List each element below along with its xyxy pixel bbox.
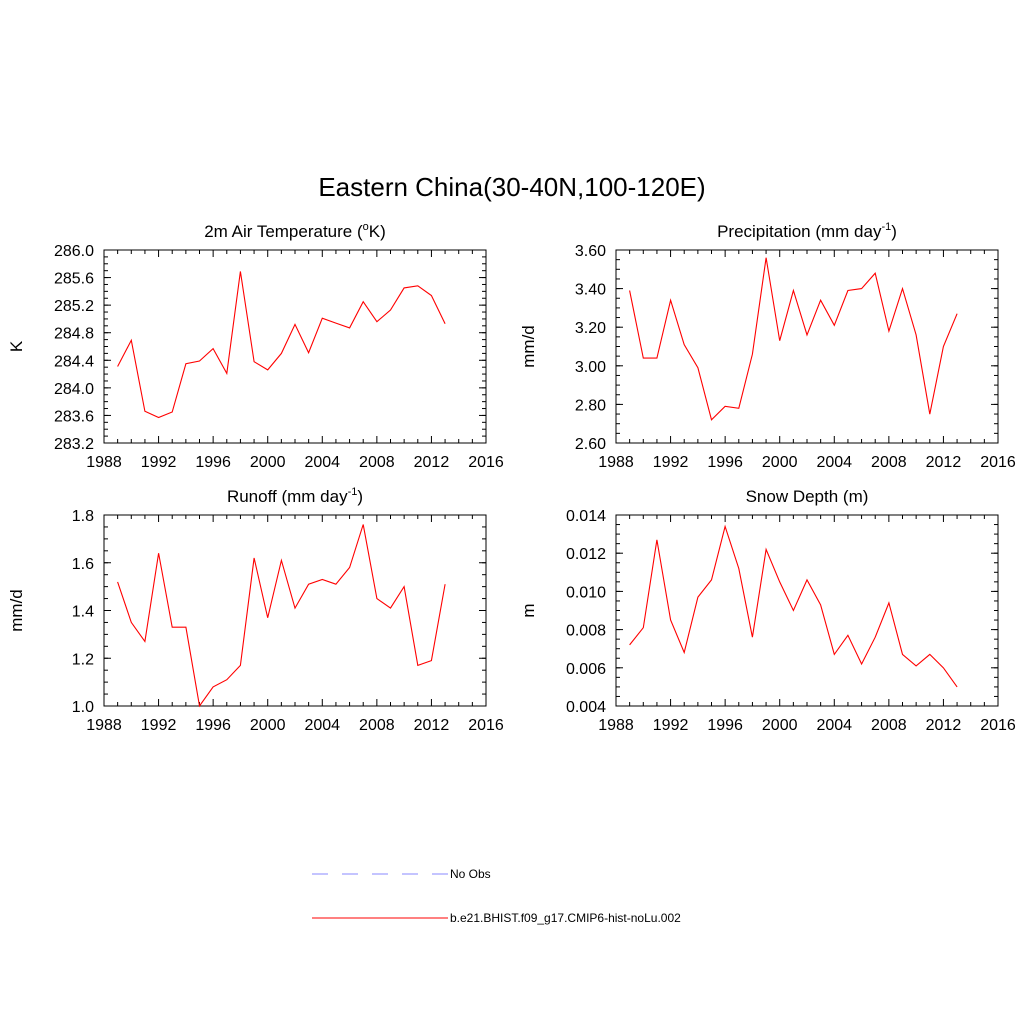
y-tick-label: 3.20 [575,320,606,337]
x-tick-label: 1992 [141,454,177,471]
panel-title: Snow Depth (m) [746,487,869,506]
x-tick-label: 2016 [468,454,504,471]
panel-title: Precipitation (mm day-1) [717,221,897,241]
y-tick-label: 3.40 [575,282,606,299]
y-tick-label: 285.2 [54,298,94,315]
y-tick-label: 283.2 [54,436,94,453]
x-tick-label: 1992 [653,717,689,734]
x-tick-label: 2008 [871,454,907,471]
x-tick-label: 2000 [250,454,286,471]
x-tick-label: 1992 [653,454,689,471]
y-tick-label: 284.0 [54,381,94,398]
y-tick-label: 0.004 [566,699,606,716]
y-tick-label: 283.6 [54,408,94,425]
panel-title: 2m Air Temperature (oK) [204,221,386,241]
chart-panel-1: 2m Air Temperature (oK) K 1988 1992 1996 2000… [7,221,504,471]
panels-container: 2m Air Temperature (oK) K 1988 1992 1996 2000… [7,221,1016,734]
y-axis-label: mm/d [519,325,538,368]
x-tick-label: 2004 [304,717,340,734]
x-tick-label: 2004 [816,717,852,734]
y-tick-label: 1.4 [72,604,94,621]
y-tick-label: 284.4 [54,353,94,370]
legend: No Obs b.e21.BHIST.f09_g17.CMIP6-hist-no… [312,867,681,925]
x-tick-label: 2012 [926,717,962,734]
legend-model-label: b.e21.BHIST.f09_g17.CMIP6-hist-noLu.002 [450,911,681,925]
y-tick-label: 0.012 [566,546,606,563]
x-tick-label: 1988 [86,454,122,471]
y-tick-label: 1.0 [72,699,94,716]
x-tick-label: 1988 [598,454,634,471]
y-tick-label: 2.60 [575,436,606,453]
x-tick-label: 1988 [86,717,122,734]
x-tick-label: 2012 [414,717,450,734]
series-line [629,524,958,688]
chart-panel-4: Snow Depth (m) m 1988 1992 1996 2000 2004 2008 2… [519,487,1016,734]
y-tick-label: 3.60 [575,243,606,260]
y-axis-label: m [519,603,538,617]
x-tick-label: 2016 [980,454,1016,471]
y-axis-label: K [7,340,26,352]
x-tick-label: 2000 [250,717,286,734]
x-tick-label: 1996 [195,717,231,734]
y-tick-label: 0.008 [566,623,606,640]
x-tick-label: 2012 [926,454,962,471]
x-tick-label: 1996 [707,454,743,471]
x-tick-label: 2000 [762,717,798,734]
figure-title: Eastern China(30-40N,100-120E) [318,172,705,202]
series-line [117,271,446,419]
series-line [629,257,958,421]
x-tick-label: 2016 [980,717,1016,734]
y-tick-label: 0.006 [566,661,606,678]
x-tick-label: 2008 [871,717,907,734]
x-tick-label: 2008 [359,454,395,471]
x-tick-label: 2008 [359,717,395,734]
x-tick-label: 2016 [468,717,504,734]
y-tick-label: 3.00 [575,359,606,376]
x-tick-label: 2004 [816,454,852,471]
x-tick-label: 1992 [141,717,177,734]
panel-title: Runoff (mm day-1) [227,486,363,506]
chart-panel-3: Runoff (mm day-1) mm/d 1988 1992 1996 2000 200… [7,486,504,734]
series-line [117,524,446,708]
y-tick-label: 1.2 [72,651,94,668]
y-tick-label: 0.014 [566,508,606,525]
legend-obs-label: No Obs [450,867,491,881]
x-tick-label: 2000 [762,454,798,471]
y-tick-label: 286.0 [54,243,94,260]
x-tick-label: 1996 [707,717,743,734]
y-tick-label: 1.6 [72,556,94,573]
chart-panel-2: Precipitation (mm day-1) mm/d 1988 1992 1996… [519,221,1016,471]
y-tick-label: 284.8 [54,326,94,343]
x-tick-label: 2012 [414,454,450,471]
y-tick-label: 2.80 [575,397,606,414]
x-tick-label: 2004 [304,454,340,471]
x-tick-label: 1996 [195,454,231,471]
y-tick-label: 0.010 [566,584,606,601]
x-tick-label: 1988 [598,717,634,734]
y-tick-label: 285.6 [54,271,94,288]
y-tick-label: 1.8 [72,508,94,525]
y-axis-label: mm/d [7,589,26,632]
